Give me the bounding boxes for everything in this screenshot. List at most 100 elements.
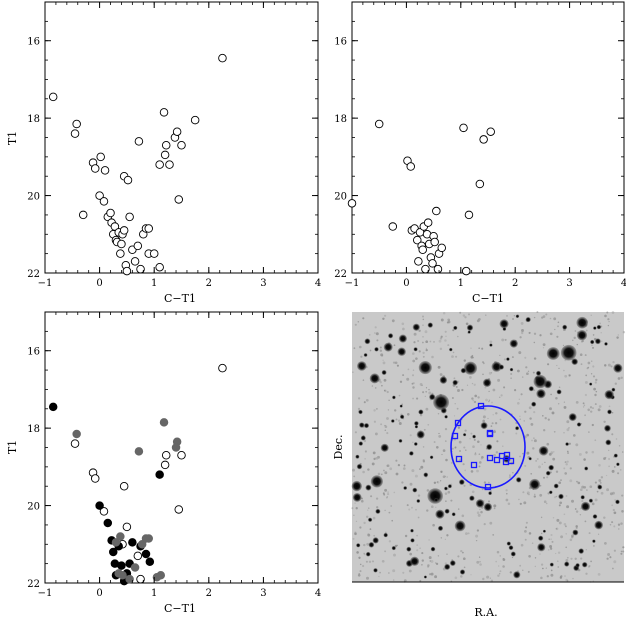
star [576,330,588,341]
faint-star [581,485,585,489]
faint-star [604,364,607,367]
faint-star [565,533,567,535]
faint-star [476,469,479,473]
faint-star [492,534,495,536]
faint-star [420,465,424,469]
star [391,546,396,551]
faint-star [555,470,559,473]
faint-star [604,364,607,367]
faint-star [488,390,490,393]
star [482,378,492,388]
star [439,376,448,384]
faint-star [470,574,472,576]
faint-star [549,547,553,550]
faint-star [435,506,437,508]
filled-data-point [95,501,104,510]
cmd-panel-top-left: −1 0 1 2 3 4 16 18 20 22 C−T1 T1 [6,1,322,305]
faint-star [519,336,522,339]
filled-data-point [171,443,181,452]
faint-star [581,340,583,343]
faint-star [418,329,421,333]
faint-star [417,494,421,497]
faint-star [540,576,543,580]
faint-star [357,320,360,323]
x-tick-label: 1 [458,278,464,289]
faint-star [384,425,388,428]
faint-star [495,412,498,415]
faint-star [388,540,392,543]
faint-star [543,500,547,503]
x-tick-label: 3 [566,278,572,289]
faint-star [544,417,547,420]
star [568,413,577,422]
faint-star [588,532,591,535]
faint-star [422,459,425,462]
faint-star [384,424,386,427]
data-points [347,119,495,276]
star [414,425,419,429]
faint-star [487,500,491,503]
faint-star [382,361,386,365]
faint-star [483,523,486,526]
faint-star [595,390,598,393]
faint-star [585,329,588,332]
faint-star [550,569,553,572]
faint-star [517,369,520,373]
faint-star [457,389,460,392]
star [416,499,421,503]
faint-star [424,395,426,398]
star [365,484,372,491]
faint-star [510,372,513,376]
faint-star [611,504,614,507]
faint-star [511,356,514,359]
star [546,347,560,360]
faint-star [458,440,462,444]
faint-star [427,423,430,426]
faint-star [611,521,614,524]
faint-star [604,314,607,318]
faint-star [384,471,388,475]
faint-star [563,401,566,403]
star [615,499,620,505]
faint-star [571,499,574,503]
faint-star [620,376,623,379]
star [528,457,532,461]
faint-star [493,430,496,434]
faint-star [488,371,492,375]
faint-star [507,502,511,506]
open-data-point [90,474,100,483]
faint-star [566,579,569,582]
faint-star [598,464,601,467]
faint-star [395,459,398,462]
faint-star [620,522,623,525]
faint-star [593,387,596,391]
open-data-point [459,123,468,133]
star [545,470,551,476]
faint-star [548,538,551,541]
star [373,568,378,573]
cluster-circle [450,405,526,489]
open-data-point [218,363,227,373]
faint-star [473,383,476,386]
faint-star [352,468,355,472]
faint-star [424,330,428,334]
y-tick-label: 18 [27,424,40,435]
open-data-point [433,264,443,274]
faint-star [422,341,424,344]
faint-star [563,467,566,470]
faint-star [457,508,460,510]
faint-star [525,526,528,529]
faint-star [362,317,365,320]
star [372,537,379,544]
faint-star [452,329,455,332]
faint-star [485,398,488,402]
faint-star [472,399,475,402]
star [368,542,375,548]
faint-star [501,338,505,342]
faint-star [414,474,418,478]
x-tick-labels: −1 0 1 2 3 4 [38,278,322,289]
faint-star [356,551,359,554]
open-data-point [174,505,184,514]
star [502,327,507,331]
faint-star [566,460,569,463]
